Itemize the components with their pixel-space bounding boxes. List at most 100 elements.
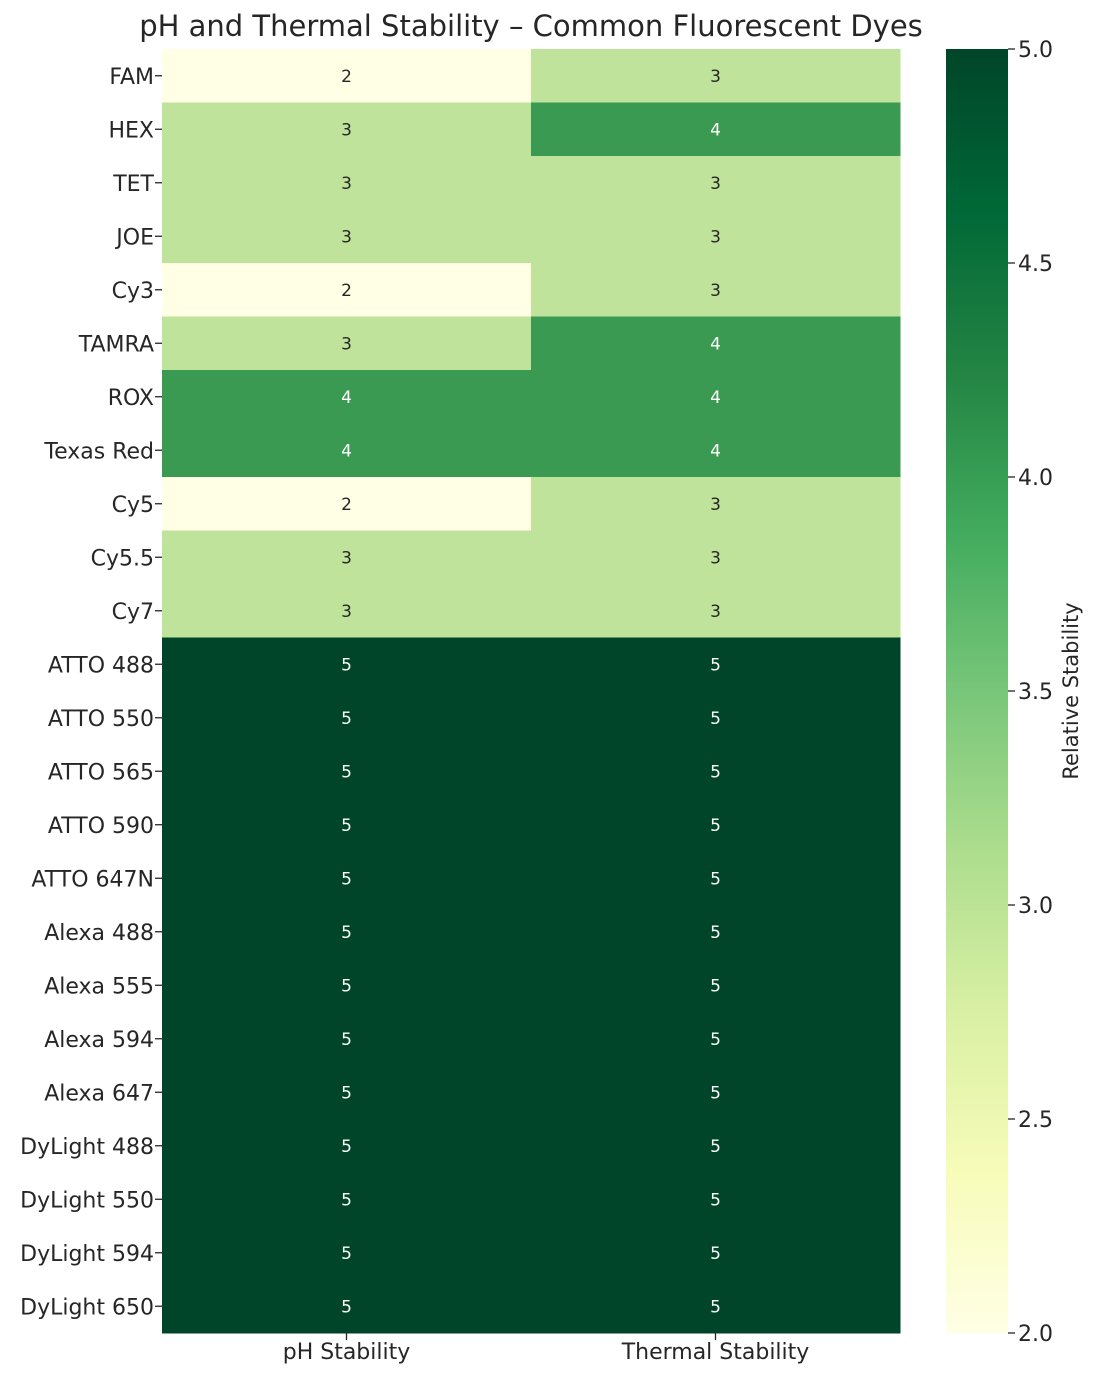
heatmap-cell [162,584,532,638]
cell-value-label: 5 [341,655,352,675]
colorbar-tick-label: 3.5 [1018,680,1053,705]
heatmap-cell [162,1279,532,1334]
cell-value-label: 5 [710,869,721,889]
cell-value-label: 3 [341,120,352,140]
cell-value-label: 4 [341,388,352,408]
colorbar-label: Relative Stability [1059,602,1083,779]
row-label: Cy5 [112,493,154,518]
cell-value-label: 4 [341,441,352,461]
heatmap-cell [531,851,901,906]
cell-value-label: 5 [341,709,352,729]
row-label: ATTO 488 [48,653,154,678]
cell-value-label: 5 [710,1244,721,1264]
heatmap-cell [162,1172,532,1227]
cell-value-label: 3 [341,602,352,622]
row-label: Cy5.5 [91,546,154,571]
row-label: Alexa 594 [44,1028,154,1053]
cell-value-label: 4 [710,388,721,408]
heatmap-cell [531,530,901,585]
row-label: DyLight 650 [20,1295,154,1320]
heatmap-cell [162,1226,532,1280]
cell-value-label: 2 [341,67,352,87]
heatmap-cell [162,316,532,371]
heatmap-cell [531,1226,901,1280]
cell-value-label: 3 [341,174,352,194]
colorbar-tick-label: 5.0 [1018,38,1053,63]
colorbar: 2.0 2.5 3.0 3.5 4.0 4.5 5.0 Relative Stability [946,38,1083,1347]
row-label: Cy3 [112,279,154,304]
cell-value-label: 5 [341,762,352,782]
heatmap-cell [531,477,901,531]
column-labels: pH Stability Thermal Stability [283,1333,810,1365]
cell-value-label: 5 [710,762,721,782]
cell-value-label: 4 [710,441,721,461]
heatmap-cell [162,530,532,585]
heatmap-cell [162,744,532,799]
heatmap-cell [162,102,532,157]
heatmap-cell [531,798,901,852]
row-label: TAMRA [78,332,154,357]
heatmap-cell [162,477,532,531]
cell-value-label: 5 [710,976,721,996]
heatmap-cell [531,1172,901,1227]
cell-value-label: 5 [341,1030,352,1050]
cell-value-label: 3 [341,334,352,354]
cell-value-label: 3 [710,281,721,301]
row-label: TET [112,172,154,197]
row-label: HEX [108,118,154,143]
row-label: JOE [114,225,154,250]
row-label: Alexa 647 [44,1081,154,1106]
cell-value-label: 3 [710,227,721,247]
row-label: ATTO 565 [48,760,154,785]
heatmap-cell [531,423,901,478]
heatmap-cell [531,744,901,799]
row-label: DyLight 594 [20,1242,154,1267]
cell-value-label: 5 [710,1137,721,1157]
cell-value-label: 4 [710,334,721,354]
heatmap-cell [162,1012,532,1066]
heatmap-cell [531,1012,901,1066]
heatmap-cell [162,156,532,210]
heatmap-cell [162,263,532,317]
colorbar-tick-label: 3.0 [1018,894,1053,919]
heatmap-cell [531,1119,901,1173]
cell-value-label: 5 [710,1297,721,1317]
colorbar-tick-label: 2.5 [1018,1108,1053,1133]
heatmap-cell [531,209,901,264]
cell-value-label: 5 [710,1083,721,1103]
row-label: ROX [108,386,154,411]
cell-value-label: 5 [710,816,721,836]
heatmap-cell [162,1119,532,1173]
cell-value-label: 5 [710,709,721,729]
heatmap-cell [531,1065,901,1120]
row-labels: FAM HEX TET JOE Cy3 TAMRA ROX Texas Red Cy5 Cy5.5… [20,65,162,1320]
chart-title: pH and Thermal Stability – Common Fluore… [139,9,923,43]
cell-value-label: 5 [341,976,352,996]
heatmap-cell [162,798,532,852]
heatmap-cell [531,102,901,157]
cell-value-label: 5 [341,1137,352,1157]
heatmap-cell [162,851,532,906]
heatmap-cell [531,691,901,745]
row-label: DyLight 488 [20,1135,154,1160]
colorbar-tick-label: 4.0 [1018,466,1053,491]
heatmap-cell [531,370,901,424]
row-label: ATTO 550 [48,707,154,732]
column-label: Thermal Stability [621,1340,810,1365]
row-label: ATTO 647N [31,867,154,892]
cell-value-label: 5 [341,1244,352,1264]
colorbar-tick-label: 4.5 [1018,252,1053,277]
cell-value-label: 5 [710,923,721,943]
row-label: Cy7 [112,600,154,625]
colorbar-gradient [946,49,1008,1333]
heatmap-cell [162,691,532,745]
heatmap-cell [531,584,901,638]
row-label: Texas Red [43,439,154,464]
column-label: pH Stability [283,1340,411,1365]
cell-value-label: 3 [710,174,721,194]
cell-value-label: 5 [710,1030,721,1050]
heatmap-cell [162,905,532,959]
heatmap-cell [531,316,901,371]
row-label: Alexa 555 [44,974,154,999]
cell-value-label: 5 [341,1190,352,1210]
